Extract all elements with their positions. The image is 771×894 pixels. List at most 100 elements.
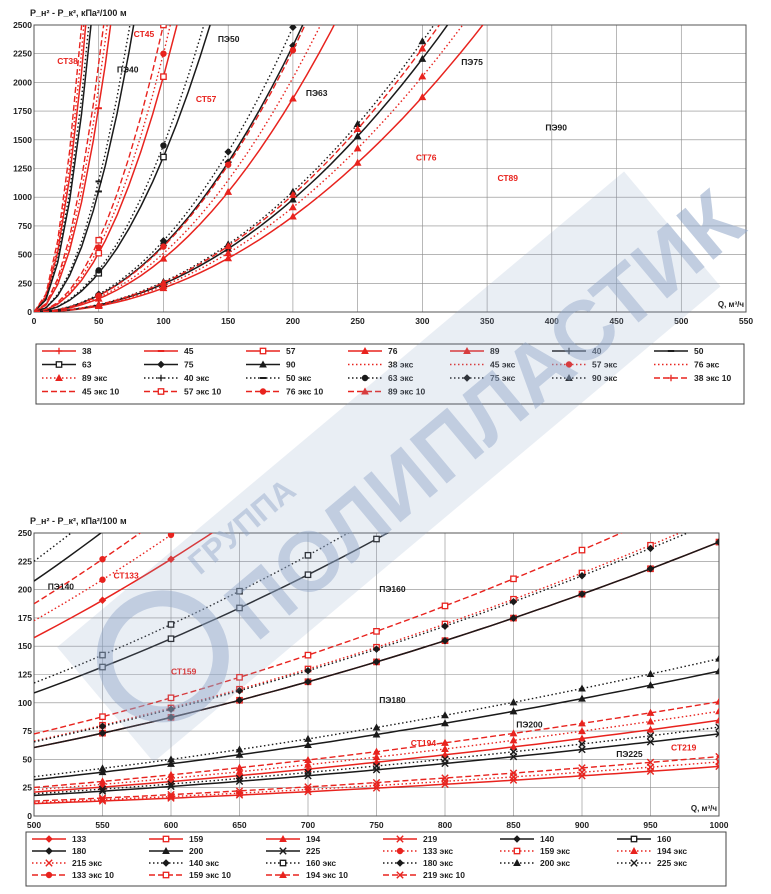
legend-marker [513, 858, 521, 866]
series-line-89-экс [34, 25, 464, 312]
series-line-75-экс [34, 25, 295, 312]
legend-marker [279, 870, 287, 878]
series-point [578, 740, 586, 748]
x-tick-label: 50 [94, 316, 104, 326]
legend-marker [565, 347, 573, 355]
legend-marker [162, 859, 170, 867]
series-point [235, 686, 244, 695]
legend-label: 89 [490, 346, 500, 356]
legend-label: 140 экс [189, 858, 219, 868]
legend-marker [45, 835, 53, 843]
curve-label: ПЭ160 [379, 584, 406, 594]
y-tick-label: 1000 [13, 192, 32, 202]
legend-marker [259, 347, 267, 355]
series-point [98, 764, 107, 772]
curve-label: СТ57 [196, 94, 217, 104]
series-point [236, 587, 243, 595]
legend-label: 200 экс [540, 858, 570, 868]
x-tick-label: 500 [27, 820, 41, 830]
legend-label: 180 [72, 846, 86, 856]
legend-marker [667, 374, 675, 382]
series-point [167, 790, 175, 799]
plot-border [33, 532, 720, 817]
legend-label: 90 экс [592, 373, 618, 383]
series-point [98, 785, 107, 793]
x-axis-label: Q, м³/ч [691, 804, 717, 813]
legend-marker [259, 388, 267, 395]
x-axis-label: Q, м³/ч [718, 300, 744, 309]
legend-label: 180 экс [423, 858, 453, 868]
x-tick-label: 200 [286, 316, 300, 326]
legend-marker [157, 360, 165, 369]
x-tick-label: 450 [609, 316, 623, 326]
y-tick-label: 75 [23, 726, 33, 736]
legend-box [25, 831, 727, 887]
series-point [235, 763, 244, 771]
series-point [167, 555, 175, 564]
series-point [235, 777, 244, 786]
series-point [578, 694, 586, 702]
y-tick-label: 50 [23, 754, 33, 764]
series-point [646, 565, 655, 573]
legend-label: 133 [72, 834, 86, 844]
series-point [167, 770, 175, 778]
series-point [715, 654, 719, 662]
curve-label: СТ89 [497, 173, 518, 183]
series-point [372, 730, 381, 738]
legend-label: 133 экс 10 [72, 870, 114, 880]
series-point [167, 755, 175, 763]
legend-marker [565, 361, 573, 368]
series-point [373, 627, 380, 635]
series-point [236, 673, 243, 681]
series-point [99, 555, 106, 563]
x-tick-label: 550 [739, 316, 753, 326]
series-point [235, 745, 244, 753]
series-point [646, 669, 655, 677]
series-point [304, 651, 312, 659]
legend-label: 45 экс [490, 360, 516, 370]
series-point [304, 740, 312, 749]
legend-label: 89 экс [82, 373, 108, 383]
series-point [99, 651, 106, 659]
series-point [715, 752, 719, 761]
series-line-225-экс [34, 726, 719, 795]
legend-marker [162, 846, 170, 854]
y-tick-label: 2000 [13, 77, 32, 87]
series-point [509, 698, 518, 706]
series-line-90 [34, 25, 449, 312]
series-point [715, 716, 719, 724]
legend-label: 75 экс [490, 373, 516, 383]
curve-label: СТ159 [171, 667, 197, 677]
series-point [235, 774, 244, 783]
curve-label: СТ45 [134, 29, 155, 39]
legend-marker [259, 360, 267, 368]
curve-label: ПЭ180 [379, 695, 406, 705]
series-point [304, 734, 312, 742]
series-point [167, 635, 175, 643]
series-point [646, 708, 655, 716]
legend-label: 50 экс [286, 373, 312, 383]
series-point [289, 47, 297, 54]
legend-label: 140 [540, 834, 554, 844]
legend-label: 194 [306, 834, 320, 844]
series-point [441, 738, 449, 746]
legend-marker [361, 374, 369, 382]
legend-marker [55, 347, 63, 355]
series-point [509, 742, 518, 750]
legend-label: 40 экс [184, 373, 210, 383]
legend-label: 219 [423, 834, 437, 844]
series-point [578, 745, 586, 754]
series-point [509, 729, 518, 737]
series-point [646, 717, 655, 725]
legend-marker [157, 374, 165, 382]
series-line-63 [34, 25, 211, 312]
legend-marker [463, 374, 471, 382]
series-point [441, 636, 449, 645]
legend-marker [55, 373, 63, 381]
series-point [160, 25, 167, 29]
series-point [578, 719, 586, 727]
series-point [235, 696, 244, 705]
curve-label: ПЭ50 [218, 34, 240, 44]
legend-label: 57 [286, 346, 296, 356]
y-tick-label: 100 [18, 698, 32, 708]
